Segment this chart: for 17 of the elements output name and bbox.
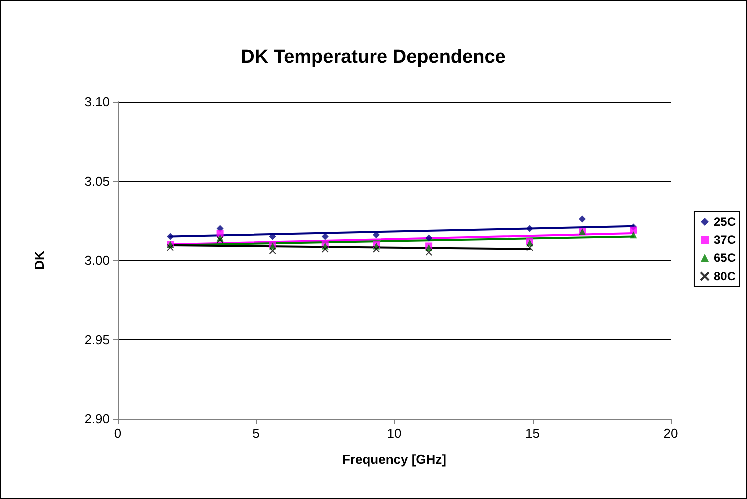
x-tick-label: 15 bbox=[526, 426, 540, 441]
y-tick-label: 3.10 bbox=[84, 94, 110, 110]
y-tick-label: 3.00 bbox=[84, 253, 110, 268]
x-tick-label: 5 bbox=[252, 426, 260, 441]
chart-title: DK Temperature Dependence bbox=[241, 47, 506, 68]
legend-label: 25C bbox=[714, 215, 736, 229]
y-axis-title: DK bbox=[32, 250, 47, 270]
legend-label: 80C bbox=[714, 270, 736, 284]
y-tick-label: 2.95 bbox=[84, 332, 110, 348]
legend-label: 65C bbox=[714, 251, 736, 265]
x-tick-label: 10 bbox=[387, 426, 402, 441]
x-tick-label: 20 bbox=[664, 426, 678, 441]
legend-label: 37C bbox=[714, 233, 736, 247]
y-tick-label: 3.05 bbox=[84, 174, 110, 189]
x-tick-label: 0 bbox=[114, 426, 122, 441]
y-tick-label: 2.90 bbox=[84, 412, 110, 426]
x-axis-title: Frequency [GHz] bbox=[342, 452, 447, 467]
